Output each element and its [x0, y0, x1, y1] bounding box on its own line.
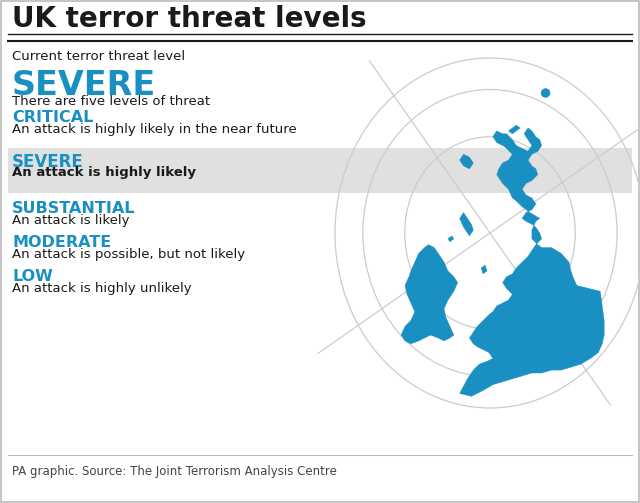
Polygon shape	[508, 125, 520, 134]
Text: An attack is highly unlikely: An attack is highly unlikely	[12, 282, 191, 295]
Polygon shape	[401, 244, 458, 344]
Text: SEVERE: SEVERE	[12, 153, 84, 171]
Text: An attack is highly likely in the near future: An attack is highly likely in the near f…	[12, 123, 297, 136]
Text: SUBSTANTIAL: SUBSTANTIAL	[12, 201, 136, 216]
Text: Current terror threat level: Current terror threat level	[12, 50, 185, 63]
Polygon shape	[481, 265, 487, 274]
Text: CRITICAL: CRITICAL	[12, 110, 93, 125]
Text: PA graphic. Source: The Joint Terrorism Analysis Centre: PA graphic. Source: The Joint Terrorism …	[12, 465, 337, 478]
Text: An attack is highly likely: An attack is highly likely	[12, 166, 196, 179]
Text: SEVERE: SEVERE	[12, 69, 156, 102]
Text: LOW: LOW	[12, 269, 52, 284]
Text: An attack is possible, but not likely: An attack is possible, but not likely	[12, 248, 245, 261]
Polygon shape	[460, 154, 474, 169]
Text: An attack is likely: An attack is likely	[12, 214, 129, 227]
Text: MODERATE: MODERATE	[12, 235, 111, 250]
Polygon shape	[460, 213, 474, 236]
Polygon shape	[460, 128, 604, 396]
Polygon shape	[493, 131, 513, 148]
Text: UK terror threat levels: UK terror threat levels	[12, 5, 367, 33]
Polygon shape	[448, 236, 454, 242]
Circle shape	[541, 89, 550, 97]
Text: There are five levels of threat: There are five levels of threat	[12, 95, 210, 108]
FancyBboxPatch shape	[8, 148, 632, 193]
